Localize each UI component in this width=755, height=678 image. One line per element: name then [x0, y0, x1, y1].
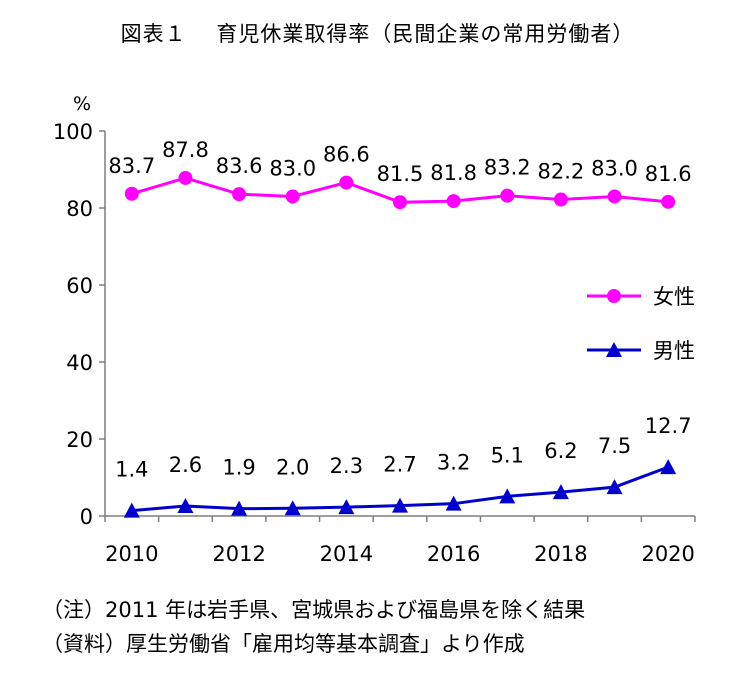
footnote-source: （資料）厚生労働省「雇用均等基本調査」より作成	[42, 632, 525, 656]
data-point	[178, 170, 193, 185]
data-point	[338, 499, 355, 515]
y-tick-label: 20	[66, 428, 93, 452]
data-point	[499, 488, 516, 504]
legend-marker	[607, 289, 621, 303]
data-label: 5.1	[491, 443, 524, 467]
y-tick-label: 80	[66, 197, 93, 221]
data-point	[177, 497, 194, 513]
data-label: 86.6	[323, 143, 370, 167]
data-point	[445, 495, 462, 511]
x-tick-label: 2010	[105, 542, 158, 566]
x-tick-label: 2014	[320, 542, 373, 566]
data-label: 83.6	[216, 154, 263, 178]
axes: 0 20 40 60 80 100% 2010 2012 2014 2016 2018 2020	[53, 93, 696, 566]
legend-marker	[606, 342, 622, 357]
data-label: 3.2	[437, 451, 470, 475]
data-point	[500, 188, 515, 203]
legend-label: 女性	[653, 285, 695, 309]
chart-title: 図表１ 育児休業取得率（民間企業の常用労働者）	[120, 22, 635, 46]
data-point	[606, 479, 623, 495]
data-label: 83.7	[108, 154, 155, 178]
data-point	[285, 189, 300, 204]
data-point	[660, 459, 677, 475]
data-point	[231, 500, 248, 516]
y-tick-label: 0	[80, 505, 93, 529]
data-point	[552, 484, 569, 500]
data-label: 2.7	[383, 453, 416, 477]
data-label: 12.7	[645, 414, 692, 438]
data-point	[393, 195, 407, 210]
data-label: 1.9	[222, 456, 255, 480]
data-point	[446, 194, 461, 209]
y-unit-label: %	[73, 93, 91, 115]
line-chart: 0 20 40 60 80 100% 2010 2012 2014 2016 2018 2020 83…	[53, 93, 696, 566]
data-labels: 83.787.883.6 83.086.681.5 81.8 83.2 82.2 83.0…	[108, 138, 691, 482]
data-point	[232, 187, 247, 202]
data-point	[123, 502, 140, 518]
data-point	[607, 189, 622, 204]
data-label: 83.0	[269, 156, 316, 180]
data-label: 81.6	[645, 162, 692, 186]
series-layer	[123, 170, 677, 518]
data-point	[339, 175, 354, 190]
y-tick-label: 40	[66, 351, 93, 375]
data-label: 6.2	[544, 439, 577, 463]
data-point	[124, 186, 139, 201]
data-point	[284, 500, 301, 516]
data-label: 81.8	[430, 161, 477, 185]
data-label: 1.4	[115, 458, 148, 482]
data-label: 83.0	[591, 156, 638, 180]
data-point	[392, 497, 408, 513]
data-label: 2.3	[330, 454, 363, 478]
data-label: 2.0	[276, 455, 309, 479]
x-tick-label: 2020	[641, 542, 694, 566]
data-label: 82.2	[538, 160, 585, 184]
data-label: 87.8	[162, 138, 209, 162]
x-tick-label: 2018	[534, 542, 587, 566]
data-label: 83.2	[484, 156, 531, 180]
data-point	[553, 192, 568, 207]
x-tick-label: 2012	[212, 542, 265, 566]
footnote-note: （注）2011 年は岩手県、宮城県および福島県を除く結果	[42, 598, 586, 622]
data-point	[661, 194, 676, 209]
data-label: 81.5	[377, 162, 424, 186]
x-tick-label: 2016	[427, 542, 480, 566]
data-label: 7.5	[598, 434, 631, 458]
y-tick-label: 100	[53, 120, 93, 144]
data-label: 2.6	[169, 453, 202, 477]
legend-label: 男性	[653, 339, 695, 363]
y-tick-label: 60	[66, 274, 93, 298]
